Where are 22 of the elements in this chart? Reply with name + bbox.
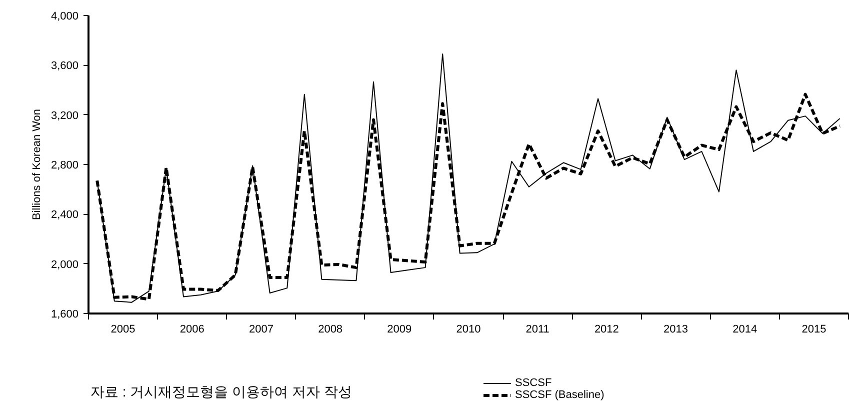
y-tick-label: 2,400	[50, 209, 79, 222]
x-tick-label: 2006	[180, 324, 204, 336]
y-tick-label: 2,000	[50, 258, 79, 271]
x-tick-label: 2012	[594, 324, 619, 336]
legend-label: SSCSF	[515, 377, 552, 389]
x-tick-label: 2007	[248, 324, 274, 336]
x-tick-label: 2005	[110, 324, 136, 336]
y-tick-label: 1,600	[50, 308, 79, 320]
y-axis-title: Billions of Korean Won	[30, 108, 43, 220]
y-tick-label: 2,800	[50, 160, 79, 172]
y-tick-label: 3,600	[50, 60, 79, 72]
y-tick-label: 4,000	[50, 10, 79, 22]
x-tick-label: 2013	[664, 324, 688, 336]
legend-label: SSCSF (Baseline)	[515, 389, 604, 401]
y-tick-label: 3,200	[50, 110, 79, 122]
x-tick-label: 2008	[318, 324, 343, 336]
x-tick-label: 2015	[802, 324, 826, 336]
text: 자료 : 거시재정모형을 이용하여 저자 작성	[90, 384, 352, 400]
x-tick-label: 2014	[732, 324, 758, 336]
x-tick-label: 2011	[526, 324, 550, 336]
x-tick-label: 2010	[456, 324, 481, 336]
x-tick-label: 2009	[387, 324, 412, 336]
